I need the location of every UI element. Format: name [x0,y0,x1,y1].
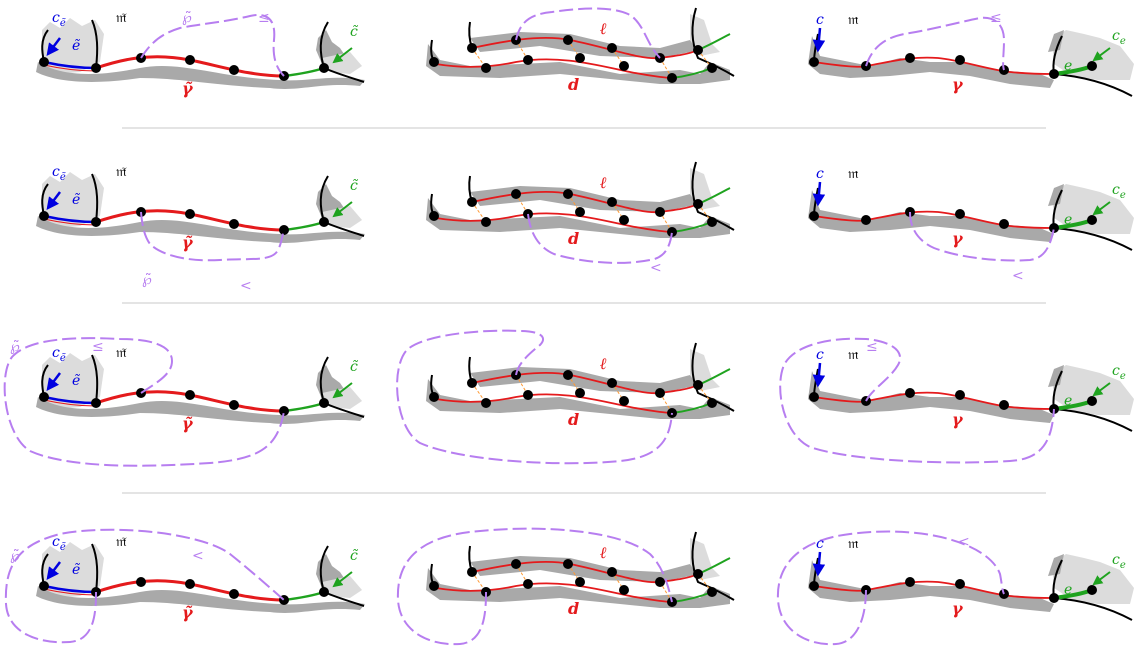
label-e: e [1064,582,1072,598]
label-m-tilde: 𝔪̃ [116,534,127,550]
path-wp-tilde [3,337,285,467]
label-wp-tilde: ℘̃ [10,339,20,355]
path-wp-tilde [140,211,285,262]
label-e: e [1064,58,1072,74]
panel-plain: c 𝔪 γ e ce < [776,530,1134,646]
label-c: c [816,12,824,28]
panel-ladder: ℓd [426,7,735,94]
label-c-tilde: c̃ [350,359,358,375]
label-gamma-tilde: γ̃ [182,233,194,252]
label-relation: < [958,534,970,550]
label-e-tilde: ẽ [72,373,81,389]
label-c-e-tilde: cẽ [52,534,66,553]
label-c-e: ce [1112,28,1126,47]
label-relation: ≤ [990,10,1002,26]
label-m: 𝔪 [848,166,859,182]
label-c-e: ce [1112,363,1126,382]
path-wp-ladder [396,329,673,465]
panel-ladder: ℓ d < [426,161,735,276]
path-wp-plain [909,211,1055,262]
label-e-tilde: ẽ [72,192,81,208]
label-relation: < [650,260,662,276]
label-c: c [816,536,824,552]
path-wp-tilde [140,14,285,77]
path-wp-plain [865,16,1006,71]
label-d: d [568,229,579,248]
label-c-e: ce [1112,552,1126,571]
label-c-e-tilde: cẽ [52,345,66,364]
label-gamma: γ [952,229,964,248]
panel-tilde: cẽẽ 𝔪̃ c̃ γ̃ ℘̃ ≤ [3,337,365,467]
label-m-tilde: 𝔪̃ [116,10,127,26]
label-wp-tilde: ℘̃ [142,272,152,288]
label-ell: ℓ [599,543,607,562]
label-c-e-tilde: cẽ [52,10,66,29]
label-ell: ℓ [599,19,607,38]
path-wp-ladder [396,527,673,646]
label-gamma: γ [952,75,964,94]
label-m-tilde: 𝔪̃ [116,164,127,180]
label-relation: ≤ [258,10,270,26]
label-m: 𝔪 [848,536,859,552]
panel-ladder: ℓd [396,527,735,646]
label-m: 𝔪 [848,12,859,28]
label-relation: < [1012,268,1024,284]
label-gamma-tilde: γ̃ [182,603,194,622]
label-m-tilde: 𝔪̃ [116,345,127,361]
label-wp-tilde: ℘̃ [10,548,20,564]
path-wp-plain [779,337,1055,464]
label-e: e [1064,212,1072,228]
path-wp-ladder [515,7,661,59]
label-c-e-tilde: cẽ [52,164,66,183]
panel-plain: c 𝔪 γ e ce ≤ [808,10,1134,97]
label-relation: < [192,548,204,564]
label-gamma-tilde: γ̃ [182,414,194,433]
label-c-e: ce [1112,182,1126,201]
label-wp-tilde: ℘̃ [182,10,192,26]
label-gamma: γ [952,410,964,429]
panel-tilde: cẽẽ 𝔪̃ c̃ γ̃ ℘̃ ≤ [36,10,365,98]
label-gamma-tilde: γ̃ [182,79,194,98]
path-wp-tilde [4,528,285,644]
path-wp-plain [776,530,1005,646]
path-wp-ladder [527,213,673,264]
label-c: c [816,166,824,182]
label-d: d [568,75,579,94]
label-d: d [568,599,579,618]
label-m: 𝔪 [848,347,859,363]
label-c-tilde: c̃ [350,178,358,194]
label-c-tilde: c̃ [350,24,358,40]
label-relation: ≤ [866,339,878,355]
label-ell: ℓ [599,173,607,192]
label-e-tilde: ẽ [72,562,81,578]
panel-plain: c 𝔪 γ e ce ≤ [779,337,1134,464]
panel-plain: c 𝔪 γ e ce < [808,166,1134,284]
label-ell: ℓ [599,354,607,373]
panel-tilde: cẽẽ 𝔪̃ c̃ γ̃ ℘̃ < [36,164,365,294]
panel-tilde: cẽẽ 𝔪̃ c̃ γ̃ ℘̃ < [4,528,365,644]
label-e-tilde: ẽ [72,38,81,54]
label-gamma: γ [952,599,964,618]
label-relation: < [240,278,252,294]
label-e: e [1064,393,1072,409]
label-relation: ≤ [92,339,104,355]
row-2: cẽẽ 𝔪̃ c̃ γ̃ ℘̃ < ℓ d [36,161,1134,294]
label-c: c [816,347,824,363]
label-c-tilde: c̃ [350,548,358,564]
label-d: d [568,410,579,429]
panel-ladder: ℓd [396,329,735,465]
